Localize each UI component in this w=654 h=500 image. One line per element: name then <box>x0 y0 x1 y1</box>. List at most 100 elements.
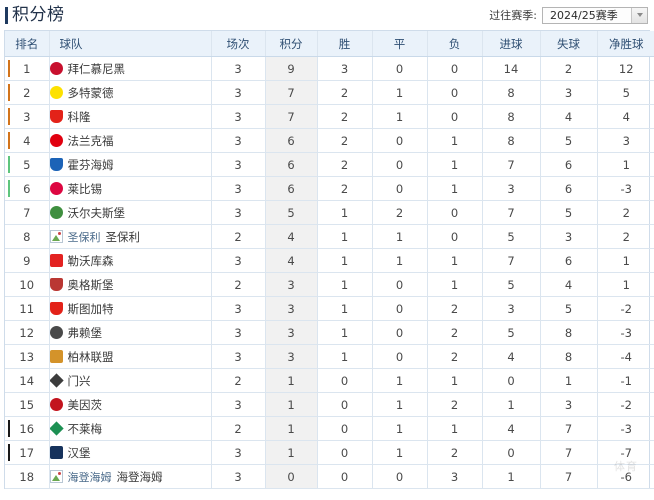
header-points[interactable]: 积分 <box>265 31 318 57</box>
header-win[interactable]: 胜 <box>317 31 373 57</box>
win-value: 1 <box>317 296 373 321</box>
team-cell[interactable]: 奥格斯堡 <box>49 272 212 297</box>
team-cell[interactable]: 沃尔夫斯堡 <box>49 200 212 225</box>
team-cell[interactable]: 汉堡 <box>49 440 212 465</box>
table-row[interactable]: 16 不莱梅 2 1 0 1 1 4 7 -3 <box>5 416 654 441</box>
team-cell[interactable]: 法兰克福 <box>49 128 212 153</box>
draw-value: 1 <box>372 248 428 273</box>
season-select[interactable]: 2024/25赛季 <box>542 6 648 24</box>
win-value: 0 <box>317 416 373 441</box>
draw-value: 1 <box>372 368 428 393</box>
season-picker[interactable]: 过往赛季: 2024/25赛季 <box>489 6 648 24</box>
header-played[interactable]: 场次 <box>211 31 266 57</box>
goal-diff-value: -3 <box>597 176 654 201</box>
team-inner: 拜仁慕尼黑 <box>49 61 211 77</box>
goal-diff-value: -3 <box>597 416 654 441</box>
rank-value: 15 <box>19 397 35 412</box>
win-value: 2 <box>317 176 373 201</box>
header-rank[interactable]: 排名 <box>5 31 50 57</box>
team-name: 美因茨 <box>67 397 103 412</box>
table-row[interactable]: 13 柏林联盟 3 3 1 0 2 4 8 -4 <box>5 344 654 369</box>
table-row[interactable]: 9 勒沃库森 3 4 1 1 1 7 6 1 <box>5 248 654 273</box>
team-cell[interactable]: 柏林联盟 <box>49 344 212 369</box>
table-body: 1 拜仁慕尼黑 3 9 3 0 0 14 2 12 2 多特蒙德 3 7 2 1 0 8 3 5 3 科隆 3 7 2 1 0 8 4 4… <box>5 56 654 489</box>
rank-cell: 1 <box>5 56 50 81</box>
loss-value: 1 <box>427 176 483 201</box>
table-row[interactable]: 8 圣保利 圣保利 2 4 1 1 0 5 3 2 <box>5 224 654 249</box>
team-cell[interactable]: 斯图加特 <box>49 296 212 321</box>
loss-value: 0 <box>427 80 483 105</box>
win-value: 0 <box>317 440 373 465</box>
table-row[interactable]: 18 海登海姆 海登海姆 3 0 0 0 3 1 7 -6 <box>5 464 654 489</box>
team-cell[interactable]: 多特蒙德 <box>49 80 212 105</box>
played-value: 3 <box>211 152 266 177</box>
points-value: 1 <box>265 416 318 441</box>
table-row[interactable]: 10 奥格斯堡 2 3 1 0 1 5 4 1 <box>5 272 654 297</box>
table-row[interactable]: 4 法兰克福 3 6 2 0 1 8 5 3 <box>5 128 654 153</box>
team-cell[interactable]: 勒沃库森 <box>49 248 212 273</box>
rank-value: 11 <box>19 301 35 316</box>
team-crest-icon <box>49 86 63 99</box>
team-cell[interactable]: 弗赖堡 <box>49 320 212 345</box>
chevron-down-icon[interactable] <box>631 7 647 23</box>
table-row[interactable]: 3 科隆 3 7 2 1 0 8 4 4 <box>5 104 654 129</box>
team-cell[interactable]: 海登海姆 海登海姆 <box>49 464 212 489</box>
table-row[interactable]: 15 美因茨 3 1 0 1 2 1 3 -2 <box>5 392 654 417</box>
team-inner: 美因茨 <box>49 397 211 413</box>
team-inner: 弗赖堡 <box>49 325 211 341</box>
rank-cell: 2 <box>5 80 50 105</box>
team-cell[interactable]: 拜仁慕尼黑 <box>49 56 212 81</box>
team-cell[interactable]: 科隆 <box>49 104 212 129</box>
header-goal-diff[interactable]: 净胜球 <box>597 31 654 57</box>
team-cell[interactable]: 不莱梅 <box>49 416 212 441</box>
header-draw[interactable]: 平 <box>372 31 428 57</box>
rank-value: 18 <box>19 469 35 484</box>
team-name: 霍芬海姆 <box>67 157 114 172</box>
team-crest-icon <box>49 398 63 411</box>
team-logo-alt-text: 海登海姆 <box>67 470 112 484</box>
table-row[interactable]: 11 斯图加特 3 3 1 0 2 3 5 -2 <box>5 296 654 321</box>
goals-for-value: 4 <box>482 344 541 369</box>
team-cell[interactable]: 莱比锡 <box>49 176 212 201</box>
table-row[interactable]: 1 拜仁慕尼黑 3 9 3 0 0 14 2 12 <box>5 56 654 81</box>
rank-cell: 11 <box>5 296 50 321</box>
team-inner: 勒沃库森 <box>49 253 211 269</box>
rank-value: 6 <box>23 181 31 196</box>
qualification-marker <box>8 60 10 77</box>
win-value: 1 <box>317 224 373 249</box>
win-value: 2 <box>317 104 373 129</box>
table-row[interactable]: 2 多特蒙德 3 7 2 1 0 8 3 5 <box>5 80 654 105</box>
table-row[interactable]: 7 沃尔夫斯堡 3 5 1 2 0 7 5 2 <box>5 200 654 225</box>
draw-value: 1 <box>372 392 428 417</box>
team-cell[interactable]: 门兴 <box>49 368 212 393</box>
header-team[interactable]: 球队 <box>49 31 212 57</box>
draw-value: 0 <box>372 176 428 201</box>
win-value: 3 <box>317 56 373 81</box>
header-goals-against[interactable]: 失球 <box>540 31 598 57</box>
qualification-marker <box>8 396 10 413</box>
team-crest-icon <box>49 62 63 75</box>
team-crest-icon <box>49 302 63 315</box>
header-goals-for[interactable]: 进球 <box>482 31 541 57</box>
rank-cell: 17 <box>5 440 50 465</box>
team-cell[interactable]: 圣保利 圣保利 <box>49 224 212 249</box>
table-row[interactable]: 17 汉堡 3 1 0 1 2 0 7 -7 <box>5 440 654 465</box>
win-value: 0 <box>317 392 373 417</box>
team-crest-icon <box>49 421 64 436</box>
goals-against-value: 3 <box>540 80 598 105</box>
goals-for-value: 1 <box>482 392 541 417</box>
team-inner: 斯图加特 <box>49 301 211 317</box>
qualification-marker <box>8 276 10 293</box>
table-row[interactable]: 6 莱比锡 3 6 2 0 1 3 6 -3 <box>5 176 654 201</box>
table-row[interactable]: 14 门兴 2 1 0 1 1 0 1 -1 <box>5 368 654 393</box>
team-cell[interactable]: 美因茨 <box>49 392 212 417</box>
page-title: 积分榜 <box>12 4 65 25</box>
header-loss[interactable]: 负 <box>427 31 483 57</box>
win-value: 0 <box>317 368 373 393</box>
points-value: 9 <box>265 56 318 81</box>
table-row[interactable]: 12 弗赖堡 3 3 1 0 2 5 8 -3 <box>5 320 654 345</box>
table-row[interactable]: 5 霍芬海姆 3 6 2 0 1 7 6 1 <box>5 152 654 177</box>
team-cell[interactable]: 霍芬海姆 <box>49 152 212 177</box>
goals-for-value: 7 <box>482 248 541 273</box>
